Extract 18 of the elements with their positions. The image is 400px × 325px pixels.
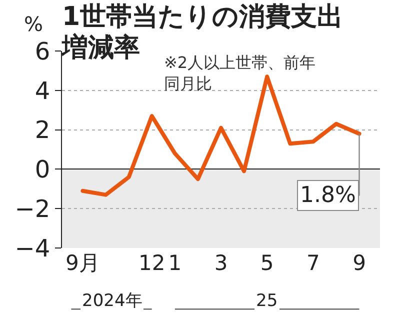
x-tick-label: 1 xyxy=(168,251,182,275)
x-tick-label: 5 xyxy=(260,251,274,275)
y-tick-label: −2 xyxy=(14,195,50,223)
y-axis-title: % xyxy=(24,12,44,36)
x-tick-label: 7 xyxy=(306,251,320,275)
x-tick-label: 9月 xyxy=(66,251,100,275)
x-tick-label: 12 xyxy=(138,251,166,275)
y-tick-label: 2 xyxy=(34,116,50,144)
x-tick-label: 9 xyxy=(352,251,366,275)
x-tick-label: 3 xyxy=(214,251,228,275)
text: 25 xyxy=(256,291,278,311)
y-tick-label: −4 xyxy=(14,234,50,262)
y-tick-label: 0 xyxy=(34,156,50,184)
y-tick-label: 4 xyxy=(34,76,50,105)
annotation: 1.8% xyxy=(300,183,356,208)
y-tick-label: 6 xyxy=(34,37,50,66)
text: 2024年 xyxy=(82,291,142,311)
annotation: ※2人以上世帯、前年同月比 xyxy=(164,52,317,94)
